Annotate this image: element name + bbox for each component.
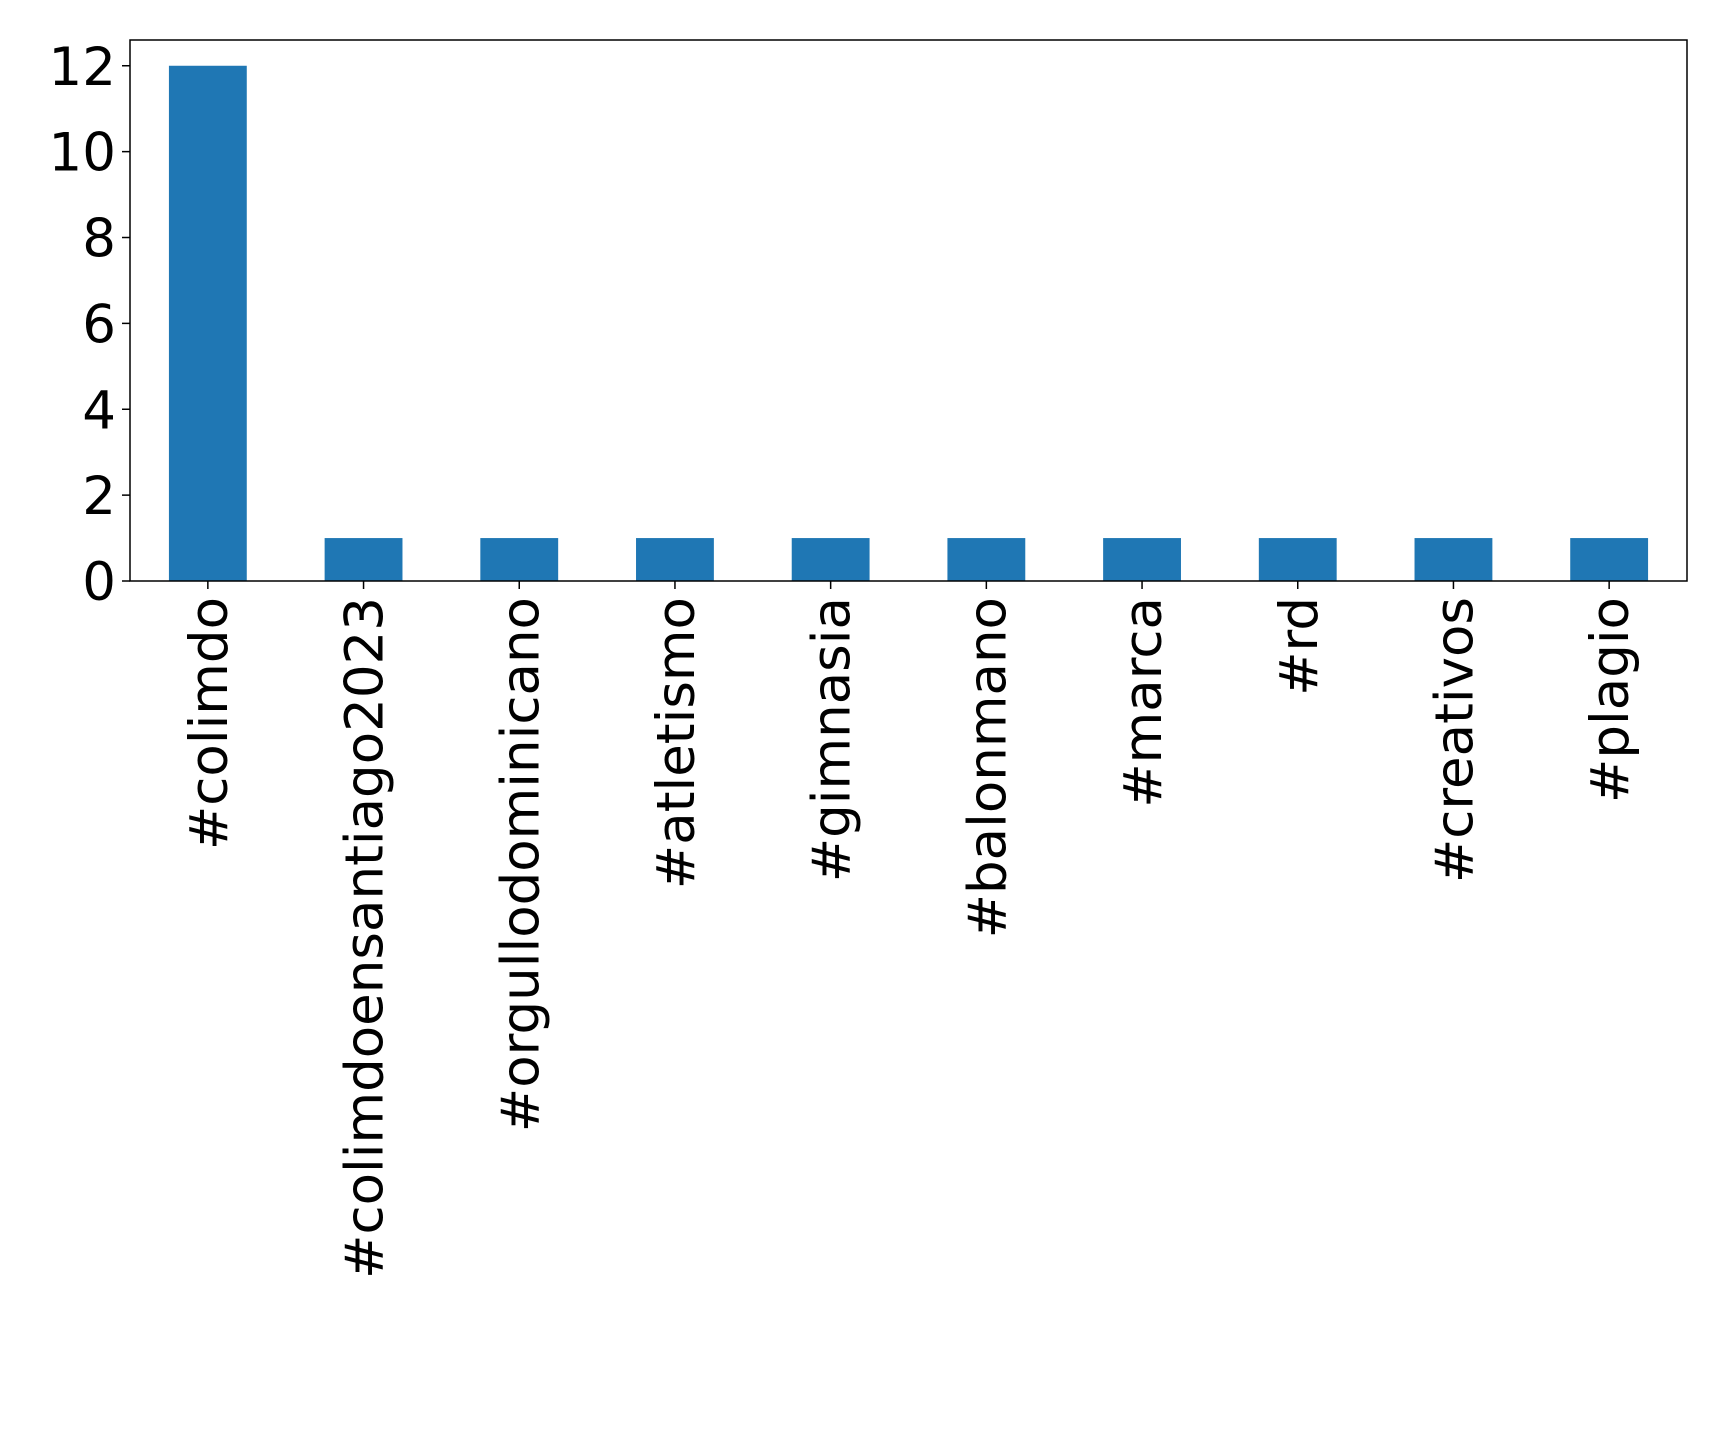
x-tick-label: #gimnasia	[802, 597, 863, 882]
y-tick-label: 10	[49, 123, 116, 184]
y-tick-label: 4	[82, 380, 116, 441]
y-tick-label: 2	[82, 466, 116, 527]
x-tick-label: #colimdo	[179, 597, 240, 850]
bar	[324, 538, 403, 581]
bar	[1414, 538, 1493, 581]
bar	[636, 538, 714, 581]
bar	[1258, 538, 1337, 581]
x-tick-label: #balonmano	[957, 597, 1018, 938]
bar	[947, 538, 1026, 581]
x-tick-label: #marca	[1113, 597, 1174, 808]
bar	[480, 538, 559, 581]
y-tick-label: 8	[82, 209, 116, 270]
x-tick-label: #rd	[1269, 597, 1330, 696]
x-tick-label: #orgullodominicano	[490, 597, 551, 1132]
y-tick-label: 12	[49, 37, 116, 98]
bar	[1103, 538, 1181, 581]
x-tick-label: #plagio	[1580, 597, 1641, 803]
plot-frame	[129, 39, 1688, 582]
x-tick-label: #creativos	[1424, 597, 1485, 883]
y-tick-label: 6	[82, 294, 116, 355]
x-tick-label: #colimdoensantiago2023	[335, 597, 396, 1279]
y-tick-label: 0	[82, 552, 116, 613]
x-tick-label: #atletismo	[646, 597, 707, 889]
bar	[791, 538, 870, 581]
bar	[1570, 538, 1649, 581]
bar	[168, 65, 247, 581]
